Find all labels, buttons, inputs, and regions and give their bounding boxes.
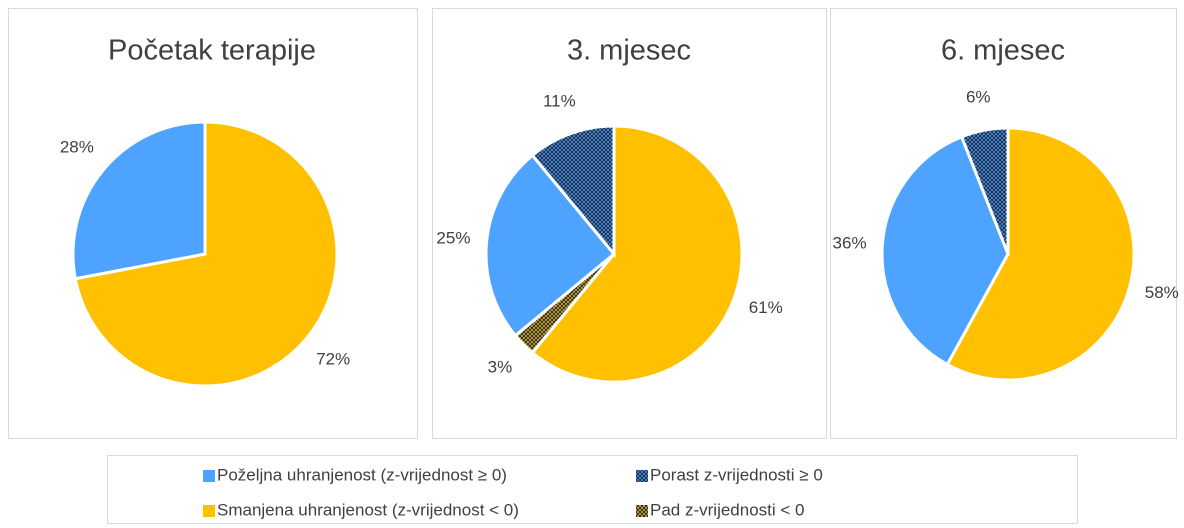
pie-slice: [959, 126, 1010, 255]
pie-slice: [530, 124, 744, 384]
legend-label: Porast z-vrijednosti ≥ 0: [650, 465, 823, 484]
data-label: 58%: [1145, 283, 1179, 302]
pie-slice: [530, 124, 616, 259]
data-label: 11%: [543, 92, 576, 111]
data-label: 61%: [749, 298, 783, 317]
data-label: 36%: [833, 234, 867, 253]
legend-swatch: [203, 470, 215, 482]
pie-slice: [484, 153, 617, 338]
legend-label: Smanjena uhranjenost (z-vrijednost < 0): [217, 500, 519, 519]
legend-swatch: [203, 505, 215, 517]
legend-box: [107, 455, 1078, 524]
pie-slice: [880, 134, 1010, 367]
chart-title: 6. mjesec: [941, 35, 1065, 67]
legend-label: Pad z-vrijednosti < 0: [650, 500, 805, 519]
data-label: 25%: [436, 228, 470, 247]
data-label: 3%: [488, 358, 513, 377]
legend-label: Poželjna uhranjenost (z-vrijednost ≥ 0): [217, 465, 507, 484]
legend-swatch: [636, 505, 648, 517]
chart-title: 3. mjesec: [567, 35, 691, 67]
pie-slice: [71, 120, 207, 281]
pie-slice: [945, 126, 1136, 382]
chart-title: Početak terapije: [108, 35, 316, 67]
data-label: 6%: [966, 88, 991, 107]
data-label: 72%: [316, 350, 350, 369]
legend-swatch: [636, 470, 648, 482]
data-label: 28%: [60, 137, 94, 156]
